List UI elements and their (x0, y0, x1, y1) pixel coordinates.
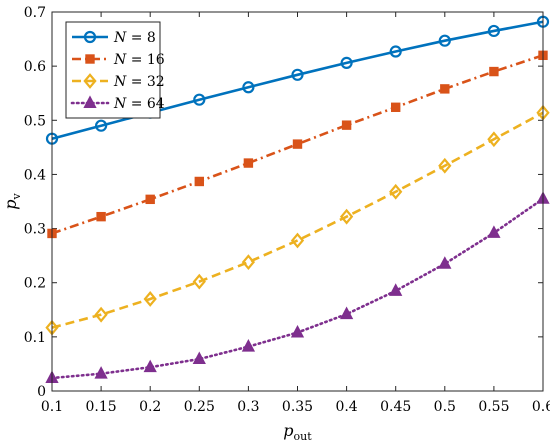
data-point-square (341, 120, 352, 130)
data-point-circle (242, 81, 255, 94)
data-point-circle (487, 24, 500, 38)
data-point-square (292, 139, 303, 149)
data-point-square (145, 194, 155, 205)
legend-item: N = 32 (72, 73, 165, 90)
data-point-circle (438, 34, 451, 47)
data-point-triangle (389, 283, 403, 296)
legend-marker-square (85, 54, 95, 64)
x-tick-label: 0.5 (434, 399, 456, 415)
data-point-diamond (438, 157, 452, 174)
data-point-circle (94, 119, 108, 132)
legend-item: N = 16 (72, 52, 165, 68)
data-point-triangle (192, 351, 206, 365)
x-tick-label: 0.3 (237, 399, 259, 415)
legend-label: N = 16 (113, 52, 165, 68)
legend-label-var: N (113, 52, 127, 68)
legend-label-var: N (113, 30, 127, 46)
y-tick-label: 0.7 (24, 5, 46, 21)
data-point-square (243, 158, 254, 168)
data-point-square (194, 176, 205, 187)
x-tick-label: 0.55 (478, 399, 509, 415)
y-tick-label: 0.3 (24, 222, 46, 238)
data-point-triangle (143, 359, 157, 373)
series-line-32 (51, 111, 544, 329)
data-point-triangle (487, 225, 501, 238)
x-axis-label-sub: out (294, 430, 313, 443)
x-tick-label: 0.35 (282, 399, 313, 415)
data-point-diamond (389, 183, 403, 200)
tick-labels: 0.1 0.15 0.2 0.25 0.3 0.35 0.4 0.45 0.5 0.55 0.600… (24, 5, 550, 415)
y-axis-label: pv (1, 192, 23, 209)
y-tick-label: 0 (37, 384, 46, 400)
data-point-diamond (192, 273, 206, 290)
data-point-diamond (339, 208, 354, 225)
legend-marker-circle (83, 30, 97, 44)
data-point-square (391, 102, 401, 112)
legend-label-value: = 16 (126, 52, 165, 68)
y-tick-label: 0.6 (24, 59, 46, 75)
legend-item: N = 8 (72, 30, 156, 46)
y-axis-label-main: p (1, 199, 20, 209)
data-point-diamond (143, 291, 157, 307)
x-tick-label: 0.1 (41, 399, 63, 415)
data-point-circle (291, 68, 304, 81)
x-tick-label: 0.6 (532, 399, 550, 415)
legend-marker-diamond (83, 73, 97, 89)
data-point-diamond (94, 306, 108, 323)
data-point-square (96, 211, 106, 222)
x-tick-label: 0.2 (139, 399, 161, 415)
x-tick-label: 0.4 (335, 399, 357, 415)
legend-label-var: N (113, 74, 127, 90)
legend-label-value: = 8 (126, 30, 156, 46)
y-tick-label: 0.4 (24, 167, 46, 183)
legend-label-value: = 64 (126, 96, 165, 112)
legend-label-value: = 32 (126, 74, 164, 90)
x-axis-label: pout (283, 421, 312, 443)
y-tick-label: 0.2 (24, 276, 46, 292)
y-tick-label: 0.1 (24, 330, 46, 346)
series-line-64 (50, 197, 545, 380)
legend-label: N = 64 (113, 96, 165, 112)
legend-marker-triangle (83, 95, 97, 108)
data-point-circle (389, 45, 402, 58)
data-point-triangle (241, 339, 256, 352)
data-point-triangle (339, 306, 354, 320)
data-point-square (440, 84, 450, 94)
data-point-square (489, 66, 499, 77)
data-point-triangle (438, 256, 452, 269)
x-axis-label-main: p (283, 421, 293, 440)
y-tick-label: 0.5 (24, 113, 46, 129)
legend-item: N = 64 (70, 95, 165, 112)
data-point-diamond (487, 131, 501, 148)
x-tick-label: 0.45 (380, 399, 411, 415)
data-point-circle (193, 93, 206, 106)
plot-frame (51, 11, 544, 392)
x-tick-label: 0.15 (86, 399, 117, 415)
data-point-diamond (241, 254, 256, 271)
legend: N = 8N = 16N = 32N = 64 (65, 21, 165, 119)
data-point-triangle (290, 324, 305, 338)
data-point-diamond (290, 232, 305, 249)
legend-label: N = 32 (113, 74, 165, 90)
data-point-circle (340, 56, 353, 69)
y-axis-label-sub: v (10, 192, 23, 200)
legend-label: N = 8 (113, 30, 156, 46)
series-64 (45, 191, 550, 384)
legend-label-var: N (113, 96, 127, 112)
data-point-triangle (94, 366, 108, 379)
x-tick-label: 0.25 (184, 399, 215, 415)
